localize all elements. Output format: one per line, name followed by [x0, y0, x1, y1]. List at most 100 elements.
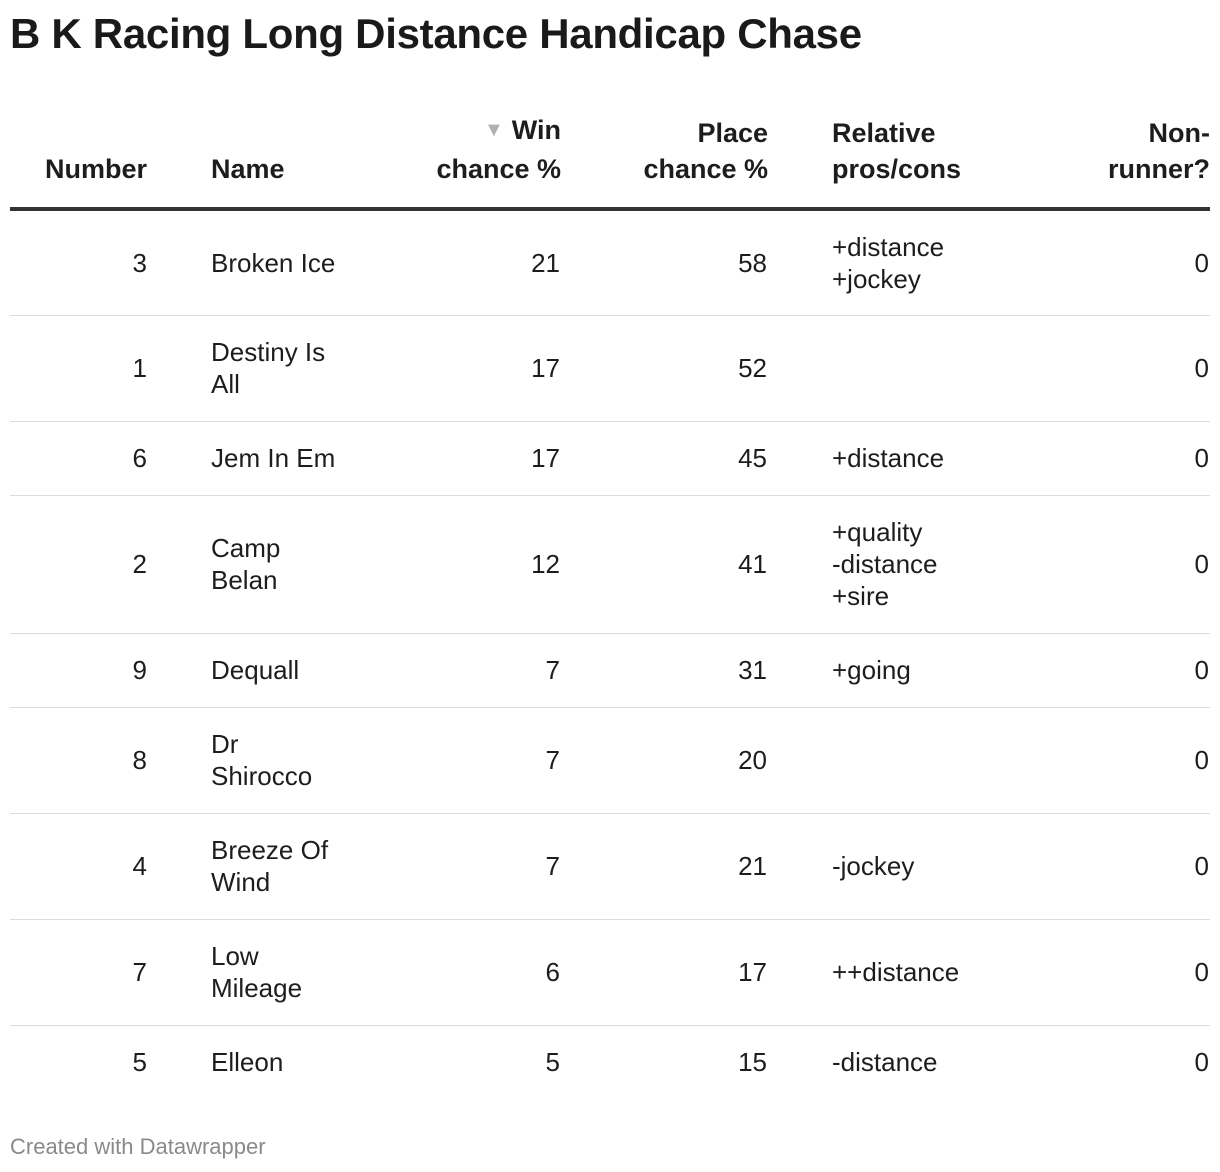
cell-win-chance: 17	[365, 421, 561, 496]
cell-non-runner: 0	[1194, 1047, 1209, 1078]
cell-pros-cons: ++distance	[768, 919, 1034, 1026]
cell-pros-cons	[768, 707, 1034, 814]
cell-non-runner: 0	[1034, 633, 1210, 708]
table-row: 2 Camp Belan 12 41 +quality -distance +sire 0	[10, 495, 1210, 634]
cell-name-line: Low	[211, 941, 259, 971]
cell-pros-cons-line: +quality	[832, 517, 923, 547]
column-header-place[interactable]: Place chance %	[561, 112, 768, 211]
header-label: Win	[511, 115, 561, 145]
cell-non-runner: 0	[1034, 707, 1210, 814]
column-header-pros-cons[interactable]: Relative pros/cons	[768, 112, 1034, 211]
cell-place-chance: 41	[561, 495, 768, 634]
cell-win-chance: 21	[365, 209, 561, 316]
cell-name: Broken Ice	[147, 209, 365, 316]
table-body: 3 Broken Ice 21 58 +distance +jockey 0 1 Destiny…	[10, 209, 1210, 1099]
header-label: chance %	[436, 154, 561, 184]
cell-name-line: Mileage	[211, 973, 303, 1003]
table-row: 4 Breeze Of Wind 7 21 -jockey 0	[10, 813, 1210, 920]
column-header-non-runner[interactable]: Non- runner?	[1034, 112, 1210, 211]
cell-name-line: All	[211, 369, 240, 399]
header-label: Place	[697, 118, 768, 148]
cell-pros-cons: +distance	[768, 421, 1034, 496]
cell-number: 5	[132, 1047, 147, 1078]
cell-name: Breeze Of Wind	[147, 813, 365, 920]
results-table: Number Name ▼ Win chance % Place chance %…	[10, 112, 1210, 1099]
cell-place-chance: 15	[738, 1047, 767, 1078]
cell-non-runner: 0	[1034, 813, 1210, 920]
cell-win-chance: 5	[545, 1047, 560, 1078]
table-row: 6 Jem In Em 17 45 +distance 0	[10, 421, 1210, 496]
cell-non-runner: 0	[1034, 919, 1210, 1026]
cell-pros-cons: +quality -distance +sire	[768, 495, 1034, 634]
cell-name-line: Shirocco	[211, 761, 313, 791]
cell-name-line: Dequall	[211, 655, 300, 685]
table-row: 7 Low Mileage 6 17 ++distance 0	[10, 919, 1210, 1026]
cell-pros-cons: -distance	[768, 1025, 1034, 1099]
cell-name: Camp Belan	[147, 495, 365, 634]
cell-name: Low Mileage	[147, 919, 365, 1026]
table-row: 5 Elleon 5 15 -distance 0	[10, 1025, 1210, 1099]
cell-non-runner: 0	[1034, 315, 1210, 422]
column-header-name[interactable]: Name	[147, 112, 365, 211]
cell-pros-cons: -jockey	[768, 813, 1034, 920]
column-header-win[interactable]: ▼ Win chance %	[365, 112, 561, 211]
cell-pros-cons: +distance +jockey	[768, 209, 1034, 316]
cell-place-chance: 17	[561, 919, 768, 1026]
cell-place-chance: 45	[561, 421, 768, 496]
cell-number: 4	[10, 813, 147, 920]
cell-name-line: Wind	[211, 867, 271, 897]
cell-name-line: Destiny Is	[211, 337, 326, 367]
sort-descending-icon: ▼	[483, 119, 504, 141]
header-label: Name	[211, 154, 285, 184]
cell-pros-cons	[768, 315, 1034, 422]
cell-pros-cons-line: +distance	[832, 231, 945, 262]
cell-name: Dequall	[147, 633, 365, 708]
cell-name-line: Elleon	[211, 1047, 284, 1078]
cell-number: 3	[10, 209, 147, 316]
header-label: runner?	[1107, 154, 1210, 184]
cell-name-line: Jem In Em	[211, 443, 336, 473]
header-label: chance %	[643, 154, 768, 184]
table-row: 9 Dequall 7 31 +going 0	[10, 633, 1210, 708]
cell-win-chance: 7	[365, 813, 561, 920]
table-row: 3 Broken Ice 21 58 +distance +jockey 0	[10, 209, 1210, 316]
footer-credit[interactable]: Created with Datawrapper	[10, 1134, 266, 1159]
cell-name-line: Camp	[211, 533, 281, 563]
cell-pros-cons-line: +jockey	[832, 263, 921, 294]
cell-number: 6	[10, 421, 147, 496]
cell-pros-cons-line: -distance	[832, 1047, 938, 1078]
cell-non-runner: 0	[1034, 421, 1210, 496]
cell-pros-cons: +going	[768, 633, 1034, 708]
cell-place-chance: 20	[561, 707, 768, 814]
cell-win-chance: 7	[365, 707, 561, 814]
cell-pros-cons-line: +distance	[832, 443, 945, 473]
table-row: 1 Destiny Is All 17 52 0	[10, 315, 1210, 422]
cell-pros-cons-line: +going	[832, 655, 911, 685]
cell-number: 1	[10, 315, 147, 422]
cell-name: Jem In Em	[147, 421, 365, 496]
cell-number: 9	[10, 633, 147, 708]
cell-non-runner: 0	[1034, 495, 1210, 634]
cell-pros-cons-line: ++distance	[832, 957, 960, 987]
header-label: Non-	[1148, 118, 1210, 148]
cell-win-chance: 7	[365, 633, 561, 708]
cell-name: Destiny Is All	[147, 315, 365, 422]
cell-win-chance: 6	[365, 919, 561, 1026]
cell-place-chance: 31	[561, 633, 768, 708]
cell-number: 7	[10, 919, 147, 1026]
cell-name-line: Broken Ice	[211, 247, 336, 278]
cell-place-chance: 58	[561, 209, 768, 316]
cell-name: Elleon	[147, 1025, 365, 1099]
cell-pros-cons-line: +sire	[832, 581, 890, 611]
header-label: pros/cons	[832, 154, 962, 184]
cell-pros-cons-line: -distance	[832, 549, 938, 579]
chart-title: B K Racing Long Distance Handicap Chase	[10, 10, 862, 57]
header-row: Number Name ▼ Win chance % Place chance %…	[10, 112, 1210, 211]
header-label: Number	[44, 154, 147, 184]
table-row: 8 Dr Shirocco 7 20 0	[10, 707, 1210, 814]
column-header-number[interactable]: Number	[10, 112, 147, 211]
header-label: Relative	[832, 118, 936, 148]
cell-number: 2	[10, 495, 147, 634]
cell-non-runner: 0	[1034, 209, 1210, 316]
cell-name-line: Dr	[211, 729, 239, 759]
